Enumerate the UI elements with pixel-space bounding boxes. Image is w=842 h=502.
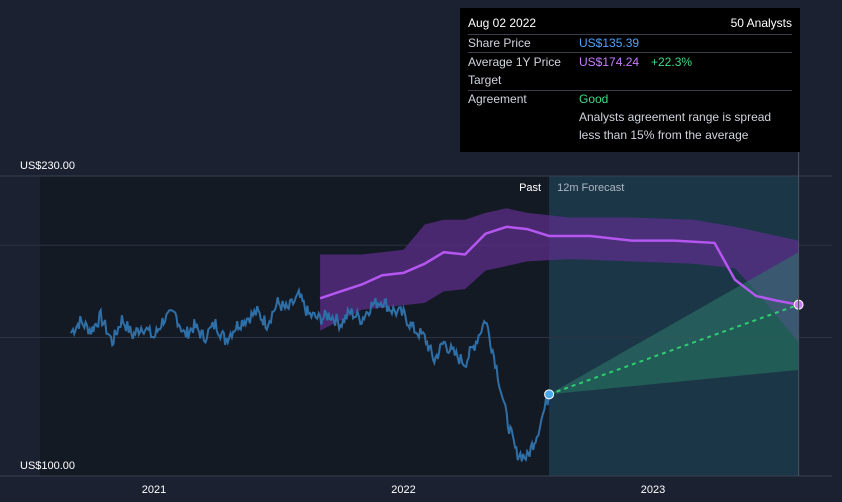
share-price-line [69,286,551,462]
agreement-row: Agreement Good Analysts agreement range … [468,92,792,146]
target-change: +22.3% [651,55,693,69]
target-label-line2: Target [468,73,502,87]
average-target-line [319,225,799,306]
past-label: Past [519,182,541,194]
tooltip-divider [468,52,792,53]
tooltip-divider [468,90,792,91]
forecast-cone-lower [549,304,799,395]
x-tick-label-2023: 2023 [641,484,665,496]
share-price-label: Share Price [468,36,531,50]
analysts-count: 50 Analysts [730,16,792,30]
tooltip-date: Aug 02 2022 [468,16,537,30]
share-price-value: US$135.39 [579,36,640,50]
agreement-label: Agreement [468,92,527,106]
forecast-label: 12m Forecast [557,182,624,194]
target-row: Average 1Y Price Target US$174.24 +22.3% [468,55,792,89]
forecast-cone-upper [549,252,799,395]
agreement-value: Good [579,92,609,106]
x-tick-label-2022: 2022 [391,484,415,496]
target-value: US$174.24 [579,55,640,69]
agreement-note-line1: Analysts agreement range is spread [579,110,772,124]
tooltip-divider [468,34,792,35]
x-tick-label-2021: 2021 [142,484,166,496]
analyst-tooltip: Aug 02 2022 50 Analysts Share Price US$1… [460,8,800,152]
current-price-marker[interactable] [544,389,555,400]
y-tick-label-bottom: US$100.00 [20,460,75,472]
y-tick-label-top: US$230.00 [20,160,75,172]
tooltip-header: Aug 02 2022 50 Analysts [468,16,792,32]
target-label-line1: Average 1Y Price [468,55,561,69]
share-price-row: Share Price US$135.39 [468,36,792,52]
agreement-note-line2: less than 15% from the average [579,128,749,142]
